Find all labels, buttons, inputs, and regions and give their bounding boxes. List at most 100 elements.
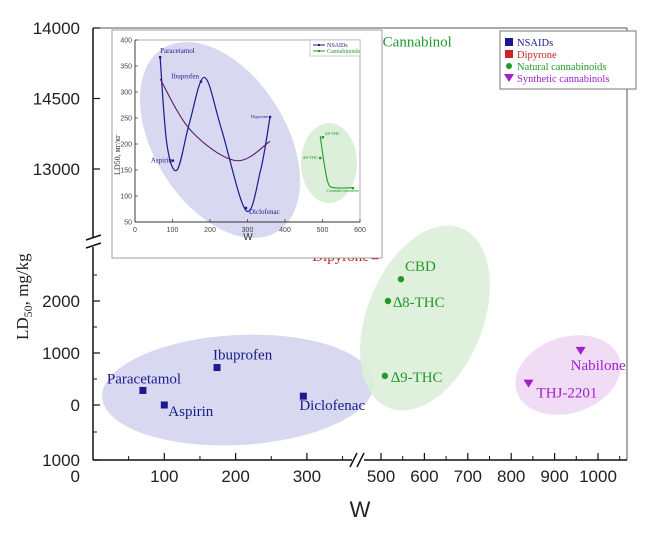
label-9-thc: ∆9-THC xyxy=(391,370,443,386)
point-thj-2201 xyxy=(523,379,534,388)
legend-marker xyxy=(504,74,514,82)
x-tick-label: 200 xyxy=(221,467,249,486)
legend-label: Natural cannabinoids xyxy=(517,62,607,73)
inset-y-axis-title: LD50, мг/кг xyxy=(113,134,122,175)
legend-marker xyxy=(505,38,513,46)
inset-legend-label: Cannabinoids xyxy=(327,49,361,55)
point-ibuprofen xyxy=(213,364,221,372)
inset-label-8-thc: ∆8-THC xyxy=(325,131,341,136)
inset-x-tick-label: 100 xyxy=(167,227,179,234)
inset-y-tick-label: 150 xyxy=(120,168,132,175)
inset-point-9-thc xyxy=(319,156,322,160)
x-tick-label: 700 xyxy=(454,467,482,486)
label-ibuprofen: Ibuprofen xyxy=(213,348,273,364)
point-aspirin xyxy=(160,401,168,409)
inset-y-tick-label: 250 xyxy=(120,116,132,123)
y-break-mark-1 xyxy=(85,234,102,241)
inset-y-tick-label: 400 xyxy=(120,38,132,45)
inset-legend-marker xyxy=(318,50,320,52)
inset-point-8-thc xyxy=(321,136,325,139)
label-diclofenac: Diclofenac xyxy=(299,398,365,414)
x-tick-label: 1000 xyxy=(579,467,617,486)
inset-legend-item-nsaids: NSAIDs xyxy=(313,43,348,49)
y-axis-title-sub: 50 xyxy=(21,305,35,317)
y-axis-title-units: , mg/kg xyxy=(13,253,32,305)
x-tick-label: 800 xyxy=(497,467,525,486)
legend-item-dipyrone: Dipyrone xyxy=(505,50,557,61)
inset-legend-marker xyxy=(318,44,320,46)
inset-legend-item-cannabinoids: Cannabinoids xyxy=(313,49,361,55)
inset-point-cannabichromene xyxy=(351,187,355,190)
legend-item-nsaids: NSAIDs xyxy=(505,38,553,49)
inset-y-tick-label: 300 xyxy=(120,90,132,97)
point-diclofenac xyxy=(299,392,307,400)
y-tick-label: 1000 xyxy=(42,344,80,363)
legend-item-synthetic-cannabinols: Synthetic cannabinols xyxy=(504,74,609,85)
svg-text:LD50, mg/kg: LD50, mg/kg xyxy=(13,253,35,340)
y-tick-label: 2000 xyxy=(42,292,80,311)
y-tick-label: 14500 xyxy=(33,90,80,109)
inset-label-cannabichromene: Cannabichromene xyxy=(327,188,360,193)
point-nabilone xyxy=(575,346,586,355)
point-9-thc xyxy=(381,372,389,380)
inset-x-tick-label: 300 xyxy=(242,227,254,234)
inset-point-ibuprofen xyxy=(199,80,203,83)
cluster-natural-cannabinoids xyxy=(360,225,490,411)
point-paracetamol xyxy=(139,386,147,394)
y-tick-label: 14000 xyxy=(33,19,80,38)
inset-x-tick-label: 400 xyxy=(279,227,291,234)
y-tick-label: 13000 xyxy=(33,160,80,179)
x-tick-label: 600 xyxy=(410,467,438,486)
inset-line-nsaids-fit xyxy=(159,78,271,162)
x-tick-label: 900 xyxy=(540,467,568,486)
inset-label-ibuprofen: Ibuprofen xyxy=(171,73,199,81)
inset-x-tick-label: 500 xyxy=(317,227,329,234)
y-break-mark-2 xyxy=(85,242,102,249)
inset-label-paracetamol: Paracetamol xyxy=(160,47,195,55)
label-8-thc: ∆8-THC xyxy=(393,295,445,311)
legend-label: Synthetic cannabinols xyxy=(517,74,609,85)
x-break-mark-2 xyxy=(356,452,365,468)
inset-label-diclofenac: Diclofenac xyxy=(249,208,280,216)
cluster-regions xyxy=(102,225,621,446)
inset-label-9-thc: ∆9-THC xyxy=(303,155,319,160)
inset-y-tick-label: 50 xyxy=(124,220,132,227)
legend-marker xyxy=(506,63,512,69)
label-cannabinol: Cannabinol xyxy=(383,35,452,51)
inset-legend-label: NSAIDs xyxy=(327,43,348,49)
inset-label-dipyrone: Dipyrone xyxy=(251,114,268,119)
inset-cluster-cannabinoids xyxy=(301,123,357,203)
y-tick-label: 1000 xyxy=(42,451,80,470)
inset-x-axis-title: W xyxy=(243,232,253,243)
label-thj-2201: THJ-2201 xyxy=(537,386,598,402)
x-break-mark-1 xyxy=(349,452,358,468)
inset-y-tick-label: 200 xyxy=(120,142,132,149)
x-tick-label: 100 xyxy=(150,467,178,486)
inset-legend-box xyxy=(309,39,361,57)
label-paracetamol: Paracetamol xyxy=(107,371,181,387)
label-aspirin: Aspirin xyxy=(168,404,214,420)
inset-point-diclofenac xyxy=(244,206,248,210)
legend-label: Dipyrone xyxy=(517,50,557,61)
x-tick-label: 0 xyxy=(71,467,80,486)
inset-x-tick-label: 600 xyxy=(354,227,366,234)
inset-x-tick-label: 0 xyxy=(133,227,137,234)
data-points: Paracetamol Aspirin Ibuprofen Diclofenac Dip… xyxy=(107,35,626,420)
inset-label-aspirin: Aspirin xyxy=(151,157,173,165)
legend-item-natural-cannabinoids: Natural cannabinoids xyxy=(506,62,607,73)
legend-marker xyxy=(505,50,513,58)
cluster-synthetic-cannabinols xyxy=(515,335,621,415)
y-axis-title-main: LD xyxy=(13,317,32,340)
y-tick-label: 0 xyxy=(71,396,80,415)
label-cbd: CBD xyxy=(405,259,436,275)
x-tick-label: 300 xyxy=(293,467,321,486)
legend-box xyxy=(499,30,637,90)
inset-point-paracetamol xyxy=(158,55,162,59)
inset-chart: 0 100 200 300 400 500 600 50 100 150 200 250 300 350 4… xyxy=(111,29,383,259)
legend-label: NSAIDs xyxy=(517,38,553,49)
inset-x-tick-label: 200 xyxy=(204,227,216,234)
label-nabilone: Nabilone xyxy=(571,358,626,374)
